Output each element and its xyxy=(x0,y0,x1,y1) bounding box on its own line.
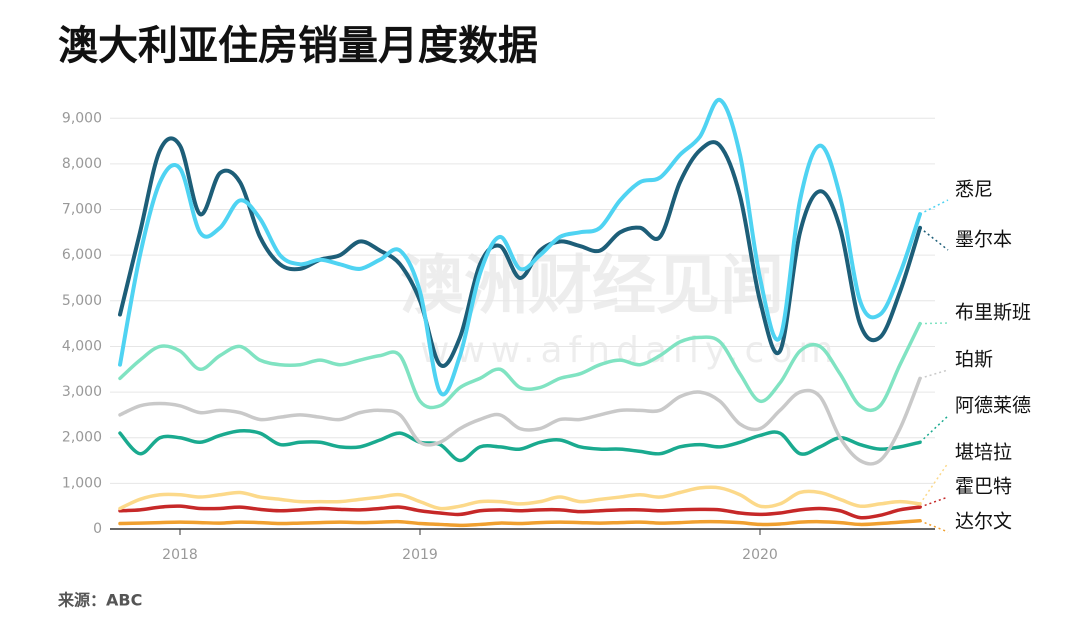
legend-label: 悉尼 xyxy=(955,179,993,201)
legend-label: 达尔文 xyxy=(955,511,1012,533)
series-line xyxy=(118,485,922,511)
series-line xyxy=(118,429,922,463)
series-line xyxy=(118,376,922,466)
series-line xyxy=(118,98,922,397)
legend-connector xyxy=(919,322,949,325)
series-line xyxy=(118,321,922,413)
source: 来源：ABC xyxy=(57,591,142,610)
y-tick-label: 1,000 xyxy=(62,475,102,491)
y-tick-label: 4,000 xyxy=(62,338,102,354)
legend-label: 布里斯班 xyxy=(955,302,1031,324)
legend-label: 珀斯 xyxy=(955,349,993,371)
series-line xyxy=(118,504,922,520)
legend-connector xyxy=(919,415,949,443)
y-tick-label: 8,000 xyxy=(62,156,102,172)
watermark: www.afndaily.com xyxy=(420,330,839,371)
y-tick-label: 3,000 xyxy=(62,384,102,400)
y-tick-label: 6,000 xyxy=(62,247,102,263)
x-tick-label: 2018 xyxy=(162,547,198,563)
x-tick-label: 2019 xyxy=(402,547,438,563)
legend-connector xyxy=(919,520,949,533)
y-tick-label: 5,000 xyxy=(62,293,102,309)
y-tick-label: 2,000 xyxy=(62,430,102,446)
watermark: 澳洲财经见闻 xyxy=(400,250,784,324)
y-tick-label: 9,000 xyxy=(62,110,102,126)
legend-label: 霍巴特 xyxy=(955,476,1012,498)
legend-label: 墨尔本 xyxy=(955,229,1012,251)
y-tick-label: 7,000 xyxy=(62,202,102,218)
legend-connector xyxy=(919,227,949,251)
legend-connector xyxy=(919,199,949,215)
legend-label: 堪培拉 xyxy=(955,442,1012,464)
legend-connector xyxy=(919,462,949,505)
chart-title: 澳大利亚住房销量月度数据 xyxy=(58,23,538,69)
legend-connector xyxy=(919,369,949,380)
legend-label: 阿德莱德 xyxy=(955,395,1031,417)
y-tick-label: 0 xyxy=(93,521,102,537)
x-tick-label: 2020 xyxy=(742,547,778,563)
series-line xyxy=(118,519,922,528)
